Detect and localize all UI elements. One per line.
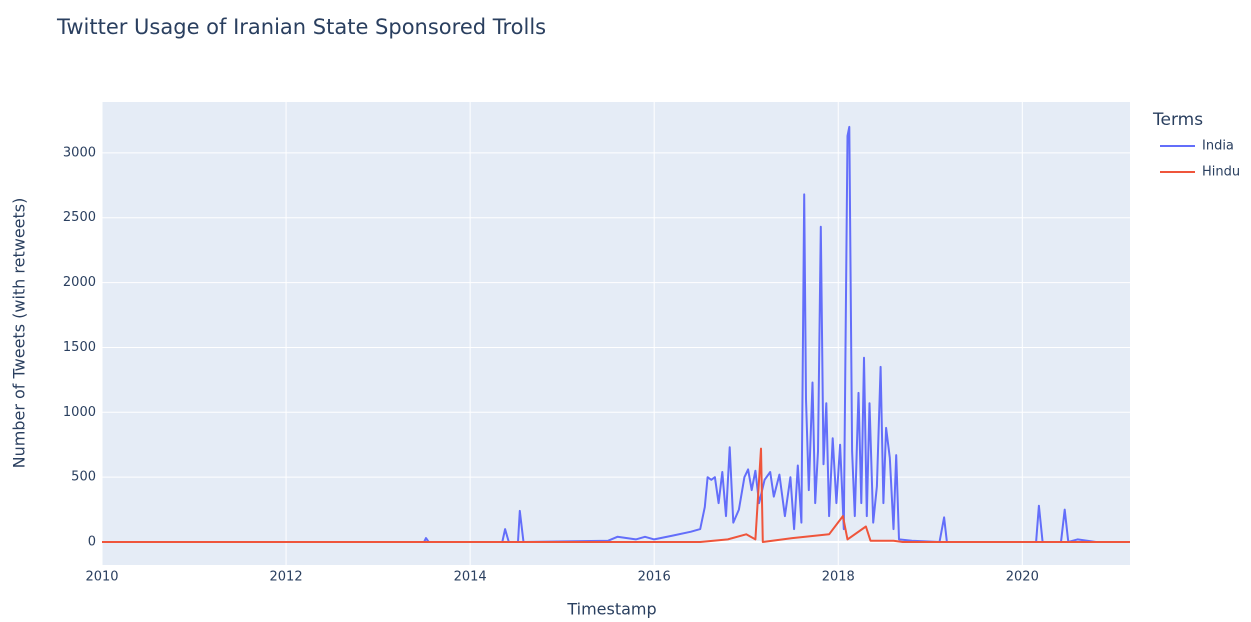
chart-title: Twitter Usage of Iranian State Sponsored… — [56, 15, 546, 39]
y-tick-label: 1500 — [63, 340, 96, 355]
x-tick-label: 2014 — [454, 570, 487, 585]
legend-title: Terms — [1152, 110, 1203, 130]
y-tick-label: 0 — [88, 535, 96, 550]
y-tick-label: 2000 — [63, 275, 96, 290]
plot-background — [102, 102, 1130, 565]
y-tick-label: 2500 — [63, 210, 96, 225]
y-tick-label: 1000 — [63, 405, 96, 420]
x-tick-label: 2018 — [822, 570, 855, 585]
x-tick-label: 2010 — [85, 570, 118, 585]
y-axis-label: Number of Tweets (with retweets) — [10, 198, 29, 469]
y-tick-label: 500 — [71, 470, 96, 485]
legend-label: India — [1202, 139, 1234, 154]
x-tick-label: 2020 — [1006, 570, 1039, 585]
y-tick-label: 3000 — [63, 145, 96, 160]
data-line — [102, 125, 1130, 543]
legend-label: Hindu — [1202, 165, 1240, 180]
x-tick-label: 2012 — [270, 570, 303, 585]
x-axis-label: Timestamp — [566, 600, 656, 619]
data-line — [102, 447, 1130, 543]
x-tick-label: 2016 — [638, 570, 671, 585]
